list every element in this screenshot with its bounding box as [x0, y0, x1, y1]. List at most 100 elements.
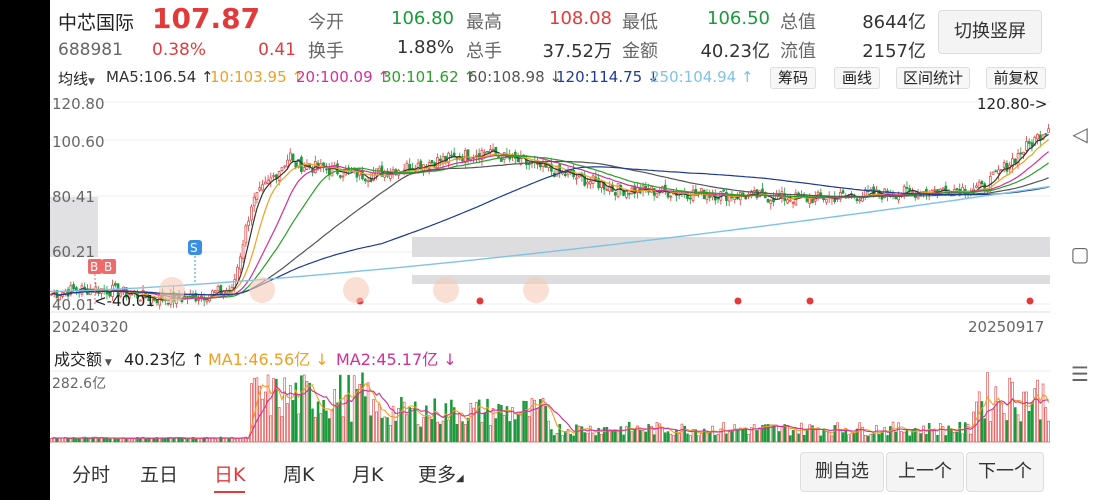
volume-bar — [291, 400, 295, 443]
volume-bar — [339, 374, 342, 443]
event-circle — [343, 277, 369, 303]
volume-bar — [330, 409, 334, 443]
change-pct: 0.38% — [152, 40, 207, 60]
candle-body — [158, 294, 162, 306]
tab-five-day[interactable]: 五日 — [140, 464, 179, 486]
volume-bar — [414, 401, 417, 443]
back-triangle-icon[interactable]: ◁ — [1072, 122, 1088, 146]
chip-band-left — [50, 197, 98, 257]
open-value: 106.80 — [391, 8, 454, 29]
volume-value: 37.52万 — [542, 41, 612, 62]
float-mv-label: 流值 — [780, 41, 816, 62]
candle-body — [238, 256, 242, 270]
candle-body — [258, 187, 262, 191]
previous-stock-button[interactable]: 上一个 — [886, 452, 964, 492]
volume-bar — [583, 432, 586, 443]
volume-bar — [461, 421, 464, 443]
volume-bar — [666, 431, 670, 443]
volume-bar — [939, 423, 942, 443]
volume-bar — [725, 433, 728, 443]
volume-bar — [927, 422, 931, 443]
candle-body — [597, 178, 600, 189]
volume-bar — [516, 413, 520, 443]
volume-bar — [264, 391, 267, 443]
candle-body — [1027, 141, 1031, 144]
tab-weekly-k[interactable]: 周K — [283, 464, 315, 486]
tab-monthly-k[interactable]: 月K — [352, 464, 384, 486]
candle-body — [297, 159, 300, 168]
volume-bar — [933, 430, 936, 443]
draw-line-button[interactable]: 画线 — [834, 67, 880, 89]
volume-bar — [633, 428, 636, 443]
volume-bar — [589, 425, 592, 443]
volume-bar — [914, 428, 917, 443]
volume-bar — [994, 386, 998, 443]
volume-bar — [294, 382, 298, 443]
volume-bar — [289, 385, 292, 443]
volume-bar — [358, 383, 361, 443]
volume-bar — [827, 431, 831, 443]
ma-type-select[interactable]: 均线▼ — [58, 68, 95, 89]
candle-body — [722, 189, 725, 192]
candle-body — [1019, 152, 1023, 155]
candle-body — [216, 286, 220, 292]
tab-daily-k[interactable]: 日K — [214, 460, 246, 493]
amount-value: 40.23亿 — [700, 41, 770, 62]
ma5-value: MA5:106.54 ↑ — [106, 68, 214, 86]
candle-body — [83, 286, 87, 289]
volume-bar — [969, 433, 973, 443]
volume-bar — [783, 424, 786, 443]
volume-bar — [639, 429, 642, 443]
tab-intraday[interactable]: 分时 — [72, 464, 111, 486]
volume-chart[interactable]: 282.6亿 — [50, 370, 1050, 446]
y-label-120: 120.80 — [52, 95, 105, 113]
volume-bar — [1041, 383, 1045, 443]
volume-bar — [572, 435, 575, 443]
volume-bar — [1014, 407, 1017, 443]
volume-bar — [700, 433, 703, 443]
kline-markers — [94, 256, 1034, 305]
volume-bar — [591, 432, 595, 443]
stock-name: 中芯国际 — [58, 12, 135, 34]
range-stats-button[interactable]: 区间统计 — [896, 67, 970, 89]
volume-bar — [316, 401, 320, 443]
event-circle — [523, 277, 549, 303]
volume-bar — [997, 401, 1000, 443]
volume-bar — [814, 429, 817, 443]
chip-band-upper — [412, 237, 1050, 257]
chips-button[interactable]: 筹码 — [770, 67, 816, 89]
volume-bar — [230, 436, 234, 443]
toggle-portrait-button[interactable]: 切换竖屏 — [938, 10, 1042, 54]
remove-watchlist-button[interactable]: 删自选 — [800, 452, 884, 492]
volume-bar — [475, 402, 478, 443]
volume-bar — [961, 433, 964, 443]
candle-body — [72, 284, 75, 290]
ma-line-250 — [50, 185, 1050, 293]
kline-chart[interactable]: 120.80 100.60 80.41 60.21 40.01 120.80->… — [50, 92, 1050, 338]
adjust-mode-button[interactable]: 前复权 — [986, 67, 1046, 89]
candle-body — [166, 302, 170, 305]
volume-bar — [739, 427, 742, 443]
volume-bar — [864, 434, 867, 443]
candle-body — [127, 294, 131, 299]
volume-bar — [530, 398, 534, 443]
candle-body — [1002, 162, 1006, 168]
more-corner-icon: ◢ — [456, 473, 464, 484]
recents-menu-icon[interactable]: ☰ — [1071, 362, 1089, 386]
home-square-icon[interactable]: ▢ — [1070, 242, 1090, 266]
volume-bar — [272, 378, 275, 443]
tab-more[interactable]: 更多◢ — [418, 460, 464, 487]
volume-bar — [822, 428, 825, 443]
volume-bar — [925, 434, 928, 443]
candle-body — [991, 171, 995, 175]
volume-bar — [569, 433, 573, 443]
volume-bar — [283, 377, 286, 443]
volume-bar — [469, 402, 473, 443]
volume-bar — [836, 422, 839, 443]
volume-bar — [950, 430, 953, 443]
next-stock-button[interactable]: 下一个 — [966, 452, 1044, 492]
volume-bar — [619, 426, 623, 443]
volume-bar — [377, 403, 381, 443]
volume-bar — [786, 425, 789, 443]
volume-type-select[interactable]: 成交额 ▼ — [54, 346, 112, 370]
